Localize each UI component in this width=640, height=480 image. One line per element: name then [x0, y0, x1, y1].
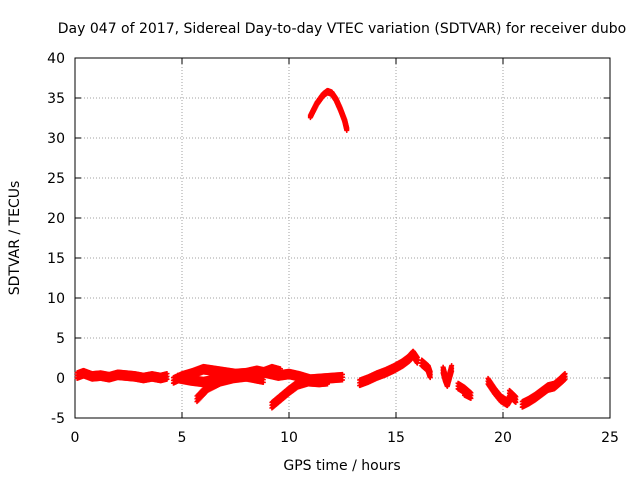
data-point [340, 371, 345, 377]
series-arc-1 [74, 367, 170, 384]
y-tick-label: 15 [47, 251, 65, 267]
y-tick-label: 30 [47, 131, 65, 147]
y-tick-label: 0 [56, 371, 65, 387]
y-tick-label: 5 [56, 331, 65, 347]
x-tick-label: 15 [387, 430, 405, 446]
y-axis: -5 0 5 10 15 20 25 30 35 40 [47, 51, 610, 427]
y-tick-label: 10 [47, 291, 65, 307]
y-tick-label: 35 [47, 91, 65, 107]
data-point [164, 371, 170, 377]
x-tick-label: 25 [601, 430, 619, 446]
x-axis: 0 5 10 15 20 25 [71, 58, 619, 446]
y-tick-label: -5 [51, 411, 65, 427]
y-tick-label: 40 [47, 51, 65, 67]
plot-frame [74, 57, 611, 419]
data-points [74, 87, 568, 411]
y-tick-label: 20 [47, 211, 65, 227]
series-arc-4 [269, 375, 331, 411]
y-axis-label: SDTVAR / TECUs [7, 181, 23, 296]
x-tick-label: 10 [280, 430, 298, 446]
x-tick-label: 5 [178, 430, 187, 446]
x-axis-label: GPS time / hours [283, 458, 400, 474]
x-tick-label: 0 [71, 430, 80, 446]
y-tick-label: 25 [47, 171, 65, 187]
data-point [277, 366, 283, 372]
x-tick-label: 20 [494, 430, 512, 446]
chart-title: Day 047 of 2017, Sidereal Day-to-day VTE… [58, 21, 626, 37]
